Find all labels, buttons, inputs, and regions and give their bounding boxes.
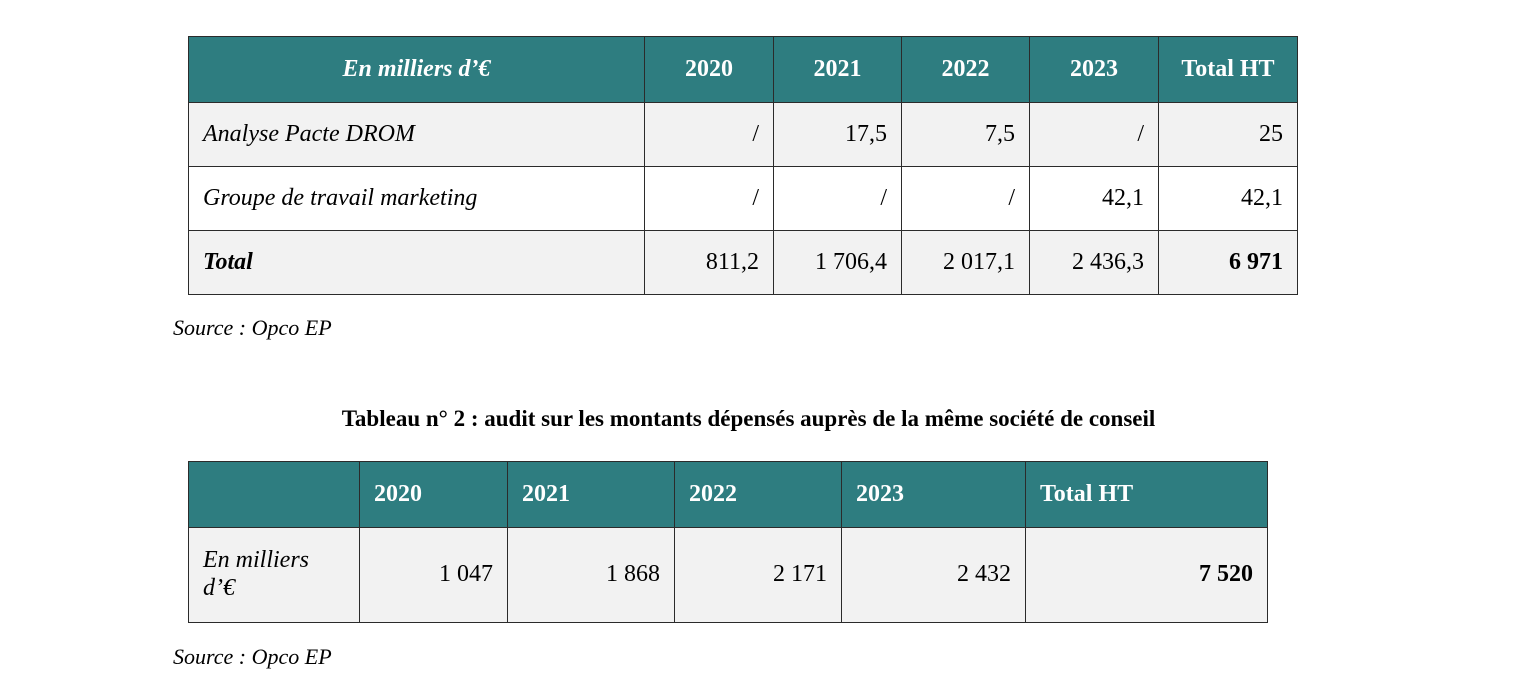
table-cell: 1 868 [507,527,675,623]
table-row: En milliers d’€ 1 047 1 868 2 171 2 432 … [188,527,1268,623]
header-unit: En milliers d’€ [188,36,645,103]
row-label: Analyse Pacte DROM [188,102,645,167]
table-cell: 2 436,3 [1029,230,1159,295]
table-cell: / [773,166,902,231]
table-row: Analyse Pacte DROM / 17,5 7,5 / 25 [188,102,1298,167]
row-label: Total [188,230,645,295]
header-2022: 2022 [901,36,1030,103]
grand-total-cell: 6 971 [1158,230,1298,295]
header-2022: 2022 [674,461,842,528]
header-2020: 2020 [359,461,508,528]
table-cell: 42,1 [1029,166,1159,231]
header-empty [188,461,360,528]
header-2021: 2021 [507,461,675,528]
header-total: Total HT [1158,36,1298,103]
expenses-table: En milliers d’€ 2020 2021 2022 2023 Tota… [188,36,1298,295]
table-cell: 2 432 [841,527,1026,623]
table-cell: 2 171 [674,527,842,623]
table-cell: / [901,166,1030,231]
header-2020: 2020 [644,36,774,103]
source-note: Source : Opco EP [173,644,332,669]
table-cell: 2 017,1 [901,230,1030,295]
table-row: Groupe de travail marketing / / / 42,1 4… [188,166,1298,231]
table-cell: / [644,102,774,167]
table-cell: 1 047 [359,527,508,623]
total-row: Total 811,2 1 706,4 2 017,1 2 436,3 6 97… [188,230,1298,295]
table-header-row: En milliers d’€ 2020 2021 2022 2023 Tota… [188,36,1298,103]
table-cell: 7,5 [901,102,1030,167]
header-total: Total HT [1025,461,1268,528]
header-2021: 2021 [773,36,902,103]
table-cell: 17,5 [773,102,902,167]
grand-total-cell: 7 520 [1025,527,1268,623]
header-2023: 2023 [841,461,1026,528]
table-cell: / [644,166,774,231]
source-note: Source : Opco EP [173,315,332,340]
table-cell: 25 [1158,102,1298,167]
table-cell: / [1029,102,1159,167]
header-2023: 2023 [1029,36,1159,103]
row-label: En milliers d’€ [188,527,360,623]
table-caption: Tableau n° 2 : audit sur les montants dé… [341,406,1156,431]
audit-table: 2020 2021 2022 2023 Total HT En milliers… [188,461,1268,623]
table-cell: 1 706,4 [773,230,902,295]
table-header-row: 2020 2021 2022 2023 Total HT [188,461,1268,528]
table-cell: 42,1 [1158,166,1298,231]
row-label: Groupe de travail marketing [188,166,645,231]
table-cell: 811,2 [644,230,774,295]
